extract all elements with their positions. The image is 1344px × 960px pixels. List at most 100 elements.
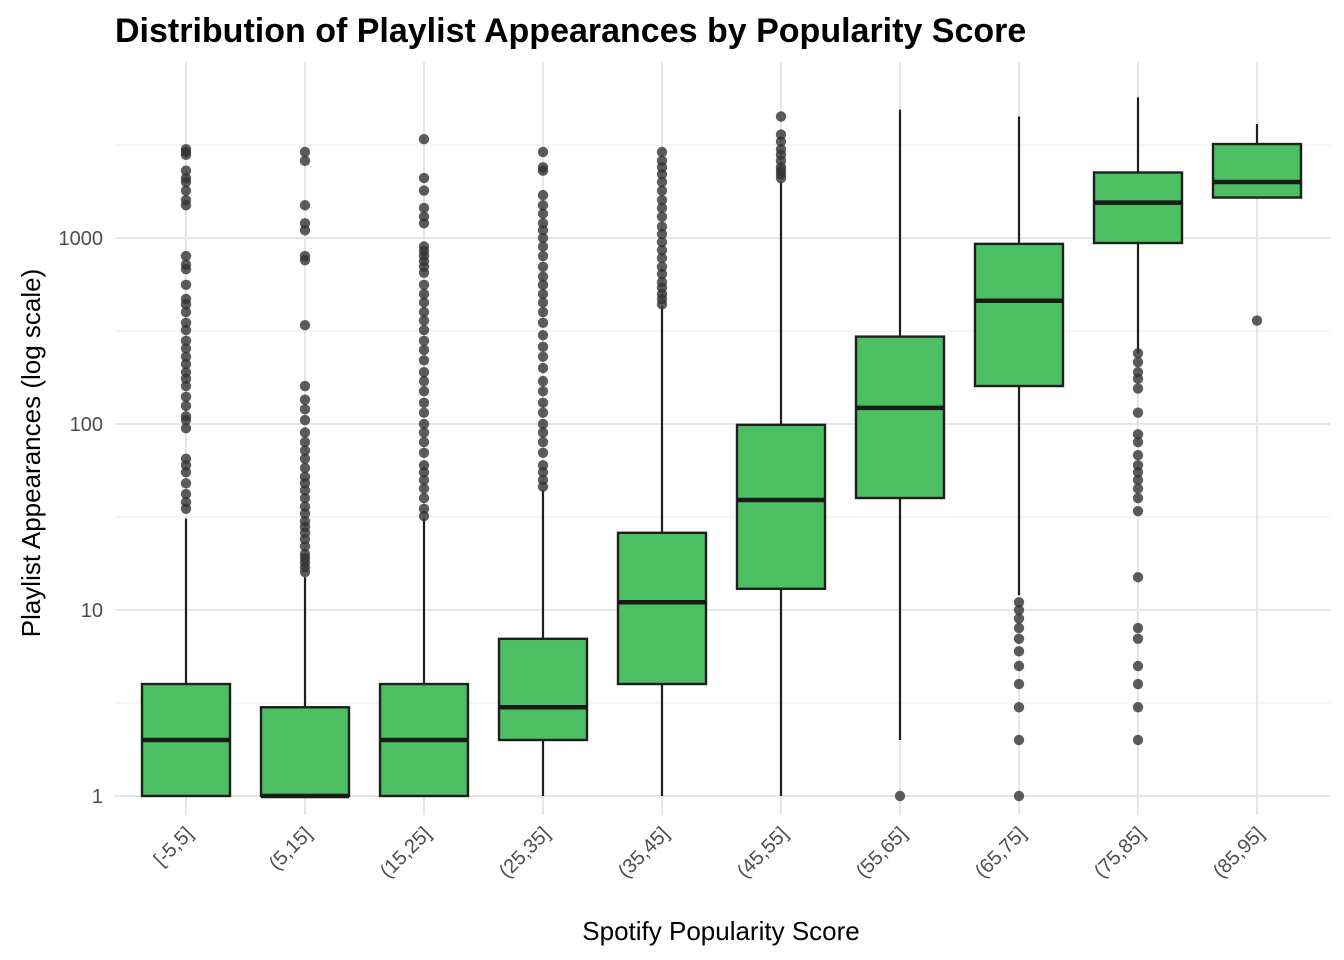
outlier-point xyxy=(1132,734,1144,746)
outlier-point xyxy=(537,306,549,318)
outlier-point xyxy=(180,259,192,270)
outlier-point xyxy=(180,293,192,305)
outlier-point xyxy=(418,185,430,196)
outlier-point xyxy=(1132,366,1144,378)
y-axis-tick-labels: 1 10 100 1000 xyxy=(59,228,104,808)
outlier-point xyxy=(1132,505,1144,517)
outlier-point xyxy=(1013,633,1025,645)
outlier-point xyxy=(180,478,192,489)
outlier-point xyxy=(299,394,311,405)
box-group xyxy=(378,133,470,798)
x-tick-label: (55,65] xyxy=(852,823,912,883)
box-iqr xyxy=(854,335,946,500)
outlier-point xyxy=(418,510,430,522)
outlier-point xyxy=(775,111,787,122)
outlier-point xyxy=(180,279,192,291)
outlier-point xyxy=(656,268,668,280)
outlier-point xyxy=(180,335,192,347)
outlier-point xyxy=(418,241,430,252)
outlier-point xyxy=(418,315,430,326)
outlier-point xyxy=(537,208,549,219)
outlier-point xyxy=(656,244,668,256)
outlier-point xyxy=(775,144,787,155)
outlier-point xyxy=(1013,734,1025,746)
outlier-point xyxy=(180,411,192,422)
outlier-point xyxy=(180,144,192,155)
outlier-point xyxy=(180,185,192,196)
outlier-point xyxy=(418,503,430,515)
outlier-point xyxy=(418,460,430,471)
box-iqr xyxy=(616,531,708,686)
outlier-point xyxy=(1132,483,1144,494)
box-group xyxy=(735,111,827,796)
outlier-point xyxy=(418,172,430,184)
x-tick-label: (65,75] xyxy=(971,823,1031,883)
outlier-point xyxy=(1132,678,1144,690)
outlier-point xyxy=(537,271,549,282)
outlier-point xyxy=(418,407,430,418)
x-tick-label: (45,55] xyxy=(733,823,793,883)
box-group xyxy=(259,146,351,799)
y-tick-label: 1000 xyxy=(59,228,104,250)
outlier-point xyxy=(180,165,192,176)
outlier-point xyxy=(299,492,311,504)
outlier-point xyxy=(299,516,311,527)
outlier-point xyxy=(1013,613,1025,624)
outlier-point xyxy=(180,172,192,184)
outlier-point xyxy=(299,200,311,211)
outlier-point xyxy=(180,391,192,403)
x-tick-label: (25,35] xyxy=(495,823,555,883)
outlier-point xyxy=(299,436,311,448)
outlier-point xyxy=(537,317,549,329)
y-tick-label: 10 xyxy=(81,600,103,622)
outlier-point xyxy=(1132,572,1144,583)
outlier-point xyxy=(1013,597,1025,608)
outlier-point xyxy=(180,422,192,434)
outlier-point xyxy=(537,261,549,273)
outlier-point xyxy=(418,447,430,459)
box-iqr xyxy=(1092,171,1184,245)
x-tick-label: [-5,5] xyxy=(150,823,198,871)
outlier-point xyxy=(1251,315,1263,326)
outlier-point xyxy=(418,366,430,378)
outlier-point xyxy=(418,492,430,504)
y-axis-title: Playlist Appearances (log scale) xyxy=(16,269,46,638)
outlier-point xyxy=(1132,492,1144,504)
outlier-point xyxy=(894,790,906,802)
outlier-point xyxy=(537,200,549,211)
outlier-point xyxy=(537,232,549,244)
outlier-point xyxy=(656,194,668,206)
outlier-point xyxy=(299,319,311,331)
outlier-point xyxy=(299,548,311,560)
x-tick-label: (35,45] xyxy=(614,823,674,883)
box-group xyxy=(854,109,946,802)
outlier-point xyxy=(656,176,668,188)
outlier-point xyxy=(537,375,549,387)
outlier-point xyxy=(537,474,549,486)
box-group xyxy=(973,116,1065,802)
x-axis-tick-labels: [-5,5] (5,15] (15,25] (25,35] (35,45] (45,55]… xyxy=(150,823,1269,883)
outlier-point xyxy=(418,436,430,448)
y-tick-label: 1 xyxy=(92,786,103,808)
outlier-point xyxy=(656,146,668,158)
box-iqr xyxy=(259,706,351,798)
chart-title: Distribution of Playlist Appearances by … xyxy=(115,12,1026,50)
outlier-point xyxy=(1132,407,1144,418)
box-iqr xyxy=(973,242,1065,388)
outlier-point xyxy=(299,380,311,392)
outlier-point xyxy=(1132,356,1144,368)
outlier-point xyxy=(537,427,549,438)
outlier-point xyxy=(418,324,430,336)
outlier-point xyxy=(1013,702,1025,713)
outlier-point xyxy=(537,341,549,353)
outlier-point xyxy=(180,343,192,354)
outlier-point xyxy=(418,397,430,409)
outlier-point xyxy=(1132,633,1144,645)
outlier-point xyxy=(656,228,668,240)
outlier-point xyxy=(1132,348,1144,359)
outlier-point xyxy=(1132,622,1144,634)
outlier-point xyxy=(1132,436,1144,448)
outlier-point xyxy=(1013,604,1025,616)
outlier-point xyxy=(656,221,668,232)
outlier-point xyxy=(299,453,311,464)
